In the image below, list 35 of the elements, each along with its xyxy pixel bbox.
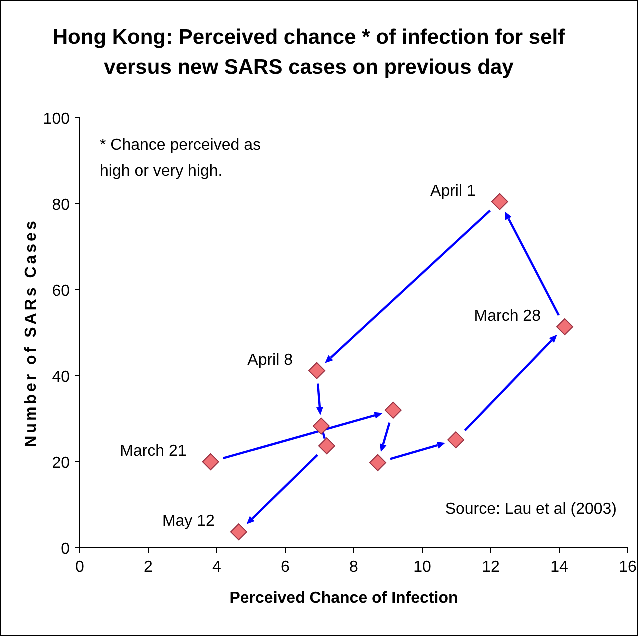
point (491, 193, 508, 210)
annotation: March 21 (120, 443, 187, 460)
annotation: March 28 (474, 308, 542, 325)
x-tick-label: 6 (281, 559, 290, 576)
annotation: Source: Lau et al (2003) (445, 501, 617, 518)
point (369, 454, 386, 472)
x-tick-label: 10 (414, 559, 432, 576)
point (202, 454, 220, 470)
annotation: * Chance perceived as high or very high. (100, 137, 261, 180)
point (384, 402, 402, 419)
annotation: April 8 (248, 352, 294, 369)
chart-title: Hong Kong: Perceived chance * of infection for self versus new SARS cases on previous day (52, 26, 566, 79)
x-tick-label: 0 (76, 559, 85, 576)
x-tick-label: 14 (550, 559, 568, 576)
y-axis-title: Number of SARs Cases (23, 218, 40, 448)
annotation: April 1 (430, 182, 476, 200)
point (230, 524, 248, 541)
y-tick-label: 0 (61, 541, 70, 558)
x-tick-label: 12 (482, 559, 500, 576)
annotation: May 12 (162, 513, 216, 530)
x-axis-title: Perceived Chance of Infection (230, 590, 458, 607)
y-tick-label: 20 (52, 455, 70, 472)
y-tick-label: 40 (52, 369, 70, 386)
y-tick-label: 80 (52, 197, 70, 214)
y-tick-label: 100 (43, 111, 70, 128)
point (312, 418, 330, 435)
point (318, 438, 336, 455)
point (556, 318, 574, 336)
x-tick-label: 2 (144, 559, 154, 576)
point (308, 362, 326, 380)
x-tick-label: 4 (212, 559, 222, 576)
x-tick-label: 16 (619, 559, 637, 576)
x-tick-label: 8 (350, 559, 359, 576)
y-tick-label: 60 (52, 283, 70, 300)
point (448, 432, 465, 449)
